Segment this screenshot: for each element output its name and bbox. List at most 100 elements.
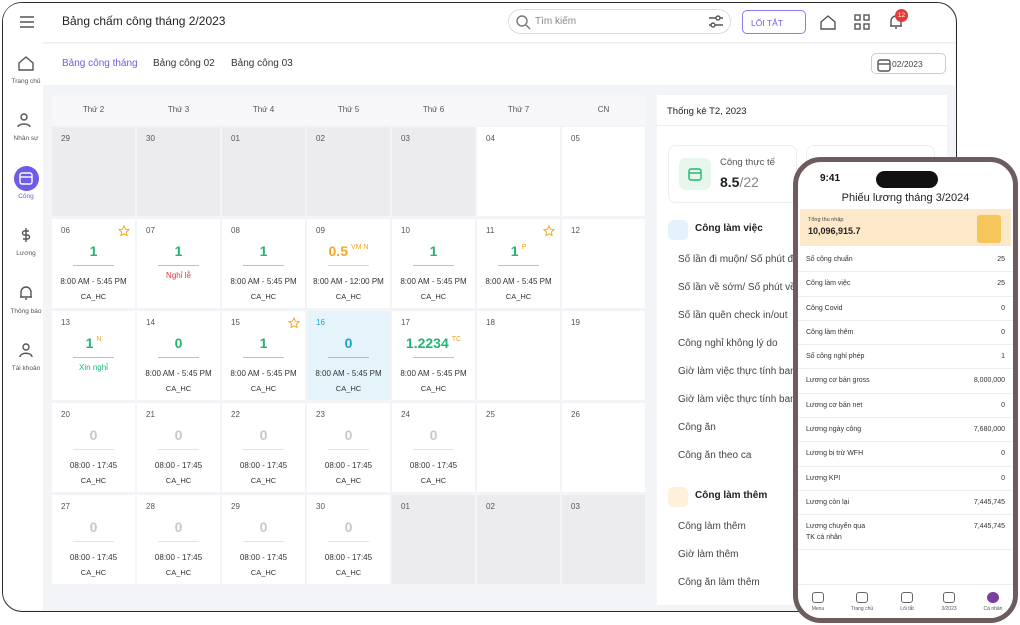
- day-cell[interactable]: 12: [562, 219, 645, 308]
- day-number[interactable]: 21: [146, 410, 155, 419]
- day-number[interactable]: 18: [486, 318, 495, 327]
- day-number[interactable]: 05: [571, 134, 580, 143]
- day-number[interactable]: 29: [61, 134, 70, 143]
- shortcut-button[interactable]: LỐI TẮT: [742, 10, 806, 34]
- day-cell[interactable]: 03: [562, 495, 645, 584]
- nav-icon[interactable]: [987, 592, 999, 603]
- search-box[interactable]: Tìm kiếm: [508, 9, 731, 34]
- day-cell[interactable]: 02: [477, 495, 560, 584]
- day-cell[interactable]: 29 0 08:00 - 17:45 CA_HC: [222, 495, 305, 584]
- day-number[interactable]: 19: [571, 318, 580, 327]
- day-cell[interactable]: 06 1 8:00 AM - 5:45 PM CA_HC: [52, 219, 135, 308]
- day-cell[interactable]: 19: [562, 311, 645, 400]
- day-cell[interactable]: 24 0 08:00 - 17:45 CA_HC: [392, 403, 475, 492]
- day-number[interactable]: 20: [61, 410, 70, 419]
- day-number[interactable]: 06: [61, 226, 70, 235]
- day-number[interactable]: 22: [231, 410, 240, 419]
- sidebar-label[interactable]: Thông báo: [10, 308, 42, 315]
- nav-icon[interactable]: [943, 592, 955, 603]
- sidebar-label[interactable]: Tài khoản: [11, 365, 41, 372]
- day-number[interactable]: 04: [486, 134, 495, 143]
- menu-button[interactable]: [18, 13, 36, 31]
- day-number[interactable]: 28: [146, 502, 155, 511]
- day-cell[interactable]: 14 0 8:00 AM - 5:45 PM CA_HC: [137, 311, 220, 400]
- day-cell[interactable]: 27 0 08:00 - 17:45 CA_HC: [52, 495, 135, 584]
- day-number[interactable]: 13: [61, 318, 70, 327]
- day-number[interactable]: 27: [61, 502, 70, 511]
- day-number[interactable]: 12: [571, 226, 580, 235]
- day-cell[interactable]: 11 1 P 8:00 AM - 5:45 PM CA_HC: [477, 219, 560, 308]
- sidebar-icon[interactable]: [17, 169, 35, 187]
- day-cell[interactable]: 28 0 08:00 - 17:45 CA_HC: [137, 495, 220, 584]
- day-cell[interactable]: 16 0 8:00 AM - 5:45 PM CA_HC: [307, 311, 390, 400]
- day-cell[interactable]: 17 1.2234 TC 8:00 AM - 5:45 PM CA_HC: [392, 311, 475, 400]
- sidebar-icon[interactable]: [17, 54, 35, 72]
- sidebar-label[interactable]: Lương: [16, 250, 36, 257]
- day-cell[interactable]: 02: [307, 127, 390, 216]
- day-number[interactable]: 25: [486, 410, 495, 419]
- search-placeholder[interactable]: Tìm kiếm: [535, 16, 577, 27]
- day-number[interactable]: 02: [486, 502, 495, 511]
- day-cell[interactable]: 20 0 08:00 - 17:45 CA_HC: [52, 403, 135, 492]
- day-number[interactable]: 29: [231, 502, 240, 511]
- day-number[interactable]: 10: [401, 226, 410, 235]
- day-cell[interactable]: 21 0 08:00 - 17:45 CA_HC: [137, 403, 220, 492]
- day-cell[interactable]: 18: [477, 311, 560, 400]
- day-cell[interactable]: 30 0 08:00 - 17:45 CA_HC: [307, 495, 390, 584]
- day-number[interactable]: 03: [401, 134, 410, 143]
- home-icon[interactable]: [819, 13, 837, 31]
- day-cell[interactable]: 29: [52, 127, 135, 216]
- sidebar-icon[interactable]: [17, 226, 35, 244]
- nav-label[interactable]: Menu: [811, 606, 825, 612]
- day-cell[interactable]: 07 1 Nghỉ lễ: [137, 219, 220, 308]
- day-cell[interactable]: 23 0 08:00 - 17:45 CA_HC: [307, 403, 390, 492]
- sidebar-icon[interactable]: [17, 341, 35, 359]
- day-cell[interactable]: 09 0.5 VM N 8:00 AM - 12:00 PM CA_HC: [307, 219, 390, 308]
- day-number[interactable]: 03: [571, 502, 580, 511]
- nav-label[interactable]: Trang chủ: [850, 606, 874, 612]
- day-number[interactable]: 30: [316, 502, 325, 511]
- tab[interactable]: Bảng công 03: [231, 58, 293, 69]
- tab[interactable]: Bảng công tháng: [62, 58, 138, 69]
- sidebar-label[interactable]: Công: [18, 193, 34, 200]
- day-number[interactable]: 11: [486, 226, 495, 235]
- tab[interactable]: Bảng công 02: [153, 58, 215, 69]
- month-label[interactable]: 02/2023: [892, 59, 923, 69]
- day-cell[interactable]: 01: [392, 495, 475, 584]
- day-number[interactable]: 17: [401, 318, 410, 327]
- apps-icon[interactable]: [853, 13, 871, 31]
- nav-label[interactable]: Cá nhân: [983, 606, 1003, 612]
- nav-icon[interactable]: [856, 592, 868, 603]
- day-number[interactable]: 01: [401, 502, 410, 511]
- sidebar-icon[interactable]: [17, 284, 35, 302]
- day-number[interactable]: 15: [231, 318, 240, 327]
- day-number[interactable]: 07: [146, 226, 155, 235]
- nav-icon[interactable]: [812, 592, 824, 603]
- shortcut-label[interactable]: LỐI TẮT: [751, 18, 783, 28]
- day-number[interactable]: 23: [316, 410, 325, 419]
- day-cell[interactable]: 10 1 8:00 AM - 5:45 PM CA_HC: [392, 219, 475, 308]
- nav-icon[interactable]: [901, 592, 913, 603]
- day-number[interactable]: 02: [316, 134, 325, 143]
- day-cell[interactable]: 25: [477, 403, 560, 492]
- day-cell[interactable]: 26: [562, 403, 645, 492]
- day-cell[interactable]: 15 1 8:00 AM - 5:45 PM CA_HC: [222, 311, 305, 400]
- day-number[interactable]: 14: [146, 318, 155, 327]
- day-number[interactable]: 01: [231, 134, 240, 143]
- day-number[interactable]: 09: [316, 226, 325, 235]
- day-number[interactable]: 08: [231, 226, 240, 235]
- month-picker[interactable]: 02/2023: [871, 53, 946, 74]
- filter-icon[interactable]: [707, 13, 725, 31]
- day-cell[interactable]: 13 1 N Xin nghỉ: [52, 311, 135, 400]
- day-cell[interactable]: 05: [562, 127, 645, 216]
- day-number[interactable]: 30: [146, 134, 155, 143]
- day-cell[interactable]: 22 0 08:00 - 17:45 CA_HC: [222, 403, 305, 492]
- sidebar-label[interactable]: Trang chủ: [11, 78, 41, 85]
- nav-label[interactable]: Lối tắt: [900, 606, 914, 612]
- day-number[interactable]: 16: [316, 318, 325, 327]
- sidebar-label[interactable]: Nhân sự: [13, 135, 39, 142]
- sidebar-icon[interactable]: [17, 111, 35, 129]
- day-cell[interactable]: 08 1 8:00 AM - 5:45 PM CA_HC: [222, 219, 305, 308]
- day-cell[interactable]: 03: [392, 127, 475, 216]
- day-cell[interactable]: 04: [477, 127, 560, 216]
